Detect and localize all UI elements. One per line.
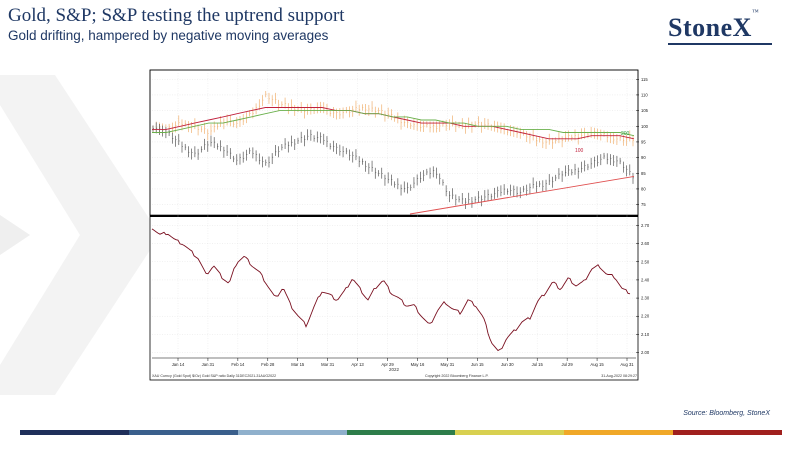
x-tick-label: Apr 29 bbox=[381, 362, 394, 367]
y-tick-label: 2.40 bbox=[641, 277, 650, 282]
y-tick-label: 85 bbox=[641, 171, 646, 176]
x-tick-label: Jul 29 bbox=[562, 362, 574, 367]
ratio-line bbox=[151, 228, 631, 352]
footer-band bbox=[237, 430, 347, 435]
y-tick-label: 115 bbox=[641, 77, 648, 82]
x-tick-label: Mar 31 bbox=[321, 362, 335, 367]
y-tick-label: 80 bbox=[641, 186, 646, 191]
logo-underline bbox=[668, 43, 772, 45]
y-tick-label: 2.70 bbox=[641, 223, 650, 228]
footer-band bbox=[346, 430, 456, 435]
x-tick-label: Jun 30 bbox=[501, 362, 514, 367]
footer-band bbox=[673, 430, 783, 435]
x-tick-label: Mar 15 bbox=[291, 362, 305, 367]
y-tick-label: 2.30 bbox=[641, 296, 650, 301]
y-tick-label: 95 bbox=[641, 139, 646, 144]
footer-band bbox=[455, 430, 565, 435]
x-tick-label: May 16 bbox=[411, 362, 425, 367]
ma-200-label: 200 bbox=[621, 131, 630, 137]
page-subtitle: Gold drifting, hampered by negative movi… bbox=[8, 28, 329, 43]
trademark: ™ bbox=[751, 8, 760, 17]
y-tick-label: 105 bbox=[641, 108, 649, 113]
footer-band bbox=[564, 430, 674, 435]
x-tick-label: Feb 14 bbox=[231, 362, 245, 367]
trend-line bbox=[409, 175, 635, 215]
x-tick-label: Jan 31 bbox=[202, 362, 215, 367]
x-tick-label: Feb 28 bbox=[261, 362, 275, 367]
y-tick-label: 2.60 bbox=[641, 241, 650, 246]
y-tick-label: 110 bbox=[641, 92, 648, 97]
x-tick-label: Jan 14 bbox=[172, 362, 185, 367]
footnote-middle: Copyright 2022 Bloomberg Finance L.P. bbox=[425, 374, 489, 378]
logo-text: StoneX bbox=[668, 13, 752, 42]
x-tick-label: Aug 15 bbox=[590, 362, 604, 367]
y-tick-label: 2.00 bbox=[641, 350, 650, 355]
y-tick-label: 2.10 bbox=[641, 332, 650, 337]
footer-band bbox=[20, 430, 129, 435]
x-tick-label: Jul 15 bbox=[532, 362, 544, 367]
x-tick-label: Jun 15 bbox=[471, 362, 484, 367]
footnote-year: 2022 bbox=[389, 367, 400, 372]
source-note: Source: Bloomberg, StoneX bbox=[683, 410, 770, 417]
ma-100-label: 100 bbox=[575, 148, 584, 154]
y-tick-label: 100 bbox=[641, 124, 649, 129]
stonex-logo: StoneX™ bbox=[668, 8, 759, 43]
ma-200-line bbox=[152, 110, 635, 137]
y-tick-label: 75 bbox=[641, 202, 646, 207]
y-tick-label: 2.20 bbox=[641, 314, 650, 319]
y-tick-label: 90 bbox=[641, 155, 646, 160]
y-tick-label: 2.50 bbox=[641, 259, 650, 264]
x-tick-label: May 31 bbox=[441, 362, 455, 367]
x-tick-label: Apr 13 bbox=[351, 362, 364, 367]
footnote-left: XAU Curncy (Gold Spot) $/Oz) Gold S&P ra… bbox=[152, 374, 276, 378]
x-tick-label: Aug 31 bbox=[620, 362, 634, 367]
page-title: Gold, S&P; S&P testing the uptrend suppo… bbox=[8, 5, 345, 26]
footer-band bbox=[128, 430, 238, 435]
footnote-right: 31-Aug-2022 08:29:27 bbox=[601, 374, 637, 378]
